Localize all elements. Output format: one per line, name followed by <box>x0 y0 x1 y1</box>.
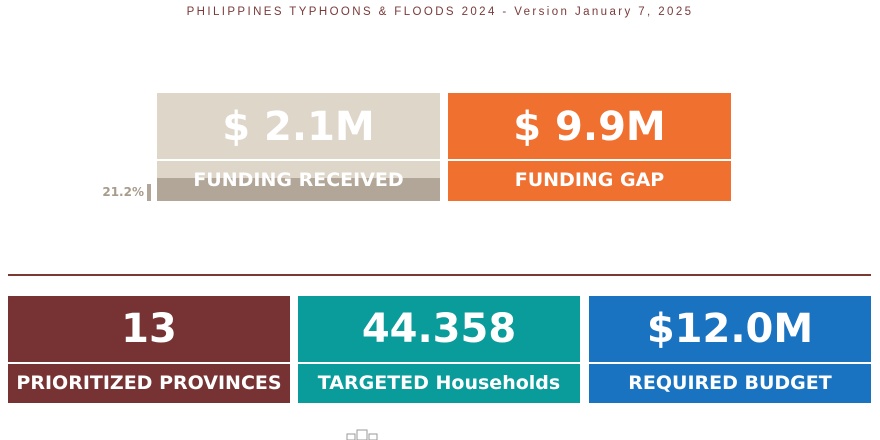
separator <box>448 159 731 161</box>
kpi-value: $12.0M <box>646 306 814 352</box>
icon-part <box>346 433 356 440</box>
gap-label: FUNDING GAP <box>514 169 665 191</box>
divider <box>8 274 871 276</box>
separator <box>8 362 290 364</box>
kpi-card: 44.358 TARGETED Households <box>298 296 580 403</box>
header-title: PHILIPPINES TYPHOONS & FLOODS 2024 - Ver… <box>186 6 694 18</box>
share-indicator <box>147 184 151 201</box>
gap-amount: $ 9.9M <box>513 104 666 150</box>
icon-part <box>368 433 378 440</box>
received-label: FUNDING RECEIVED <box>193 169 404 191</box>
separator <box>157 159 440 161</box>
kpi-label: TARGETED Households <box>317 372 561 394</box>
received-share-label: 21.2% <box>102 185 144 199</box>
funding-received-card: $ 2.1M FUNDING RECEIVED <box>157 93 440 201</box>
kpi-card: 13 PRIORITIZED PROVINCES <box>8 296 290 403</box>
funding-gap-card: $ 9.9M FUNDING GAP <box>448 93 731 201</box>
separator <box>589 362 871 364</box>
kpi-value: 44.358 <box>361 306 517 352</box>
received-amount: $ 2.1M <box>222 104 375 150</box>
kpi-value: 13 <box>121 306 177 352</box>
footer-icon <box>346 429 378 440</box>
kpi-card: $12.0M REQUIRED BUDGET <box>589 296 871 403</box>
separator <box>298 362 580 364</box>
received-share-fill <box>157 178 440 201</box>
icon-part <box>356 429 368 440</box>
kpi-label: PRIORITIZED PROVINCES <box>16 372 282 394</box>
kpi-label: REQUIRED BUDGET <box>628 372 832 394</box>
